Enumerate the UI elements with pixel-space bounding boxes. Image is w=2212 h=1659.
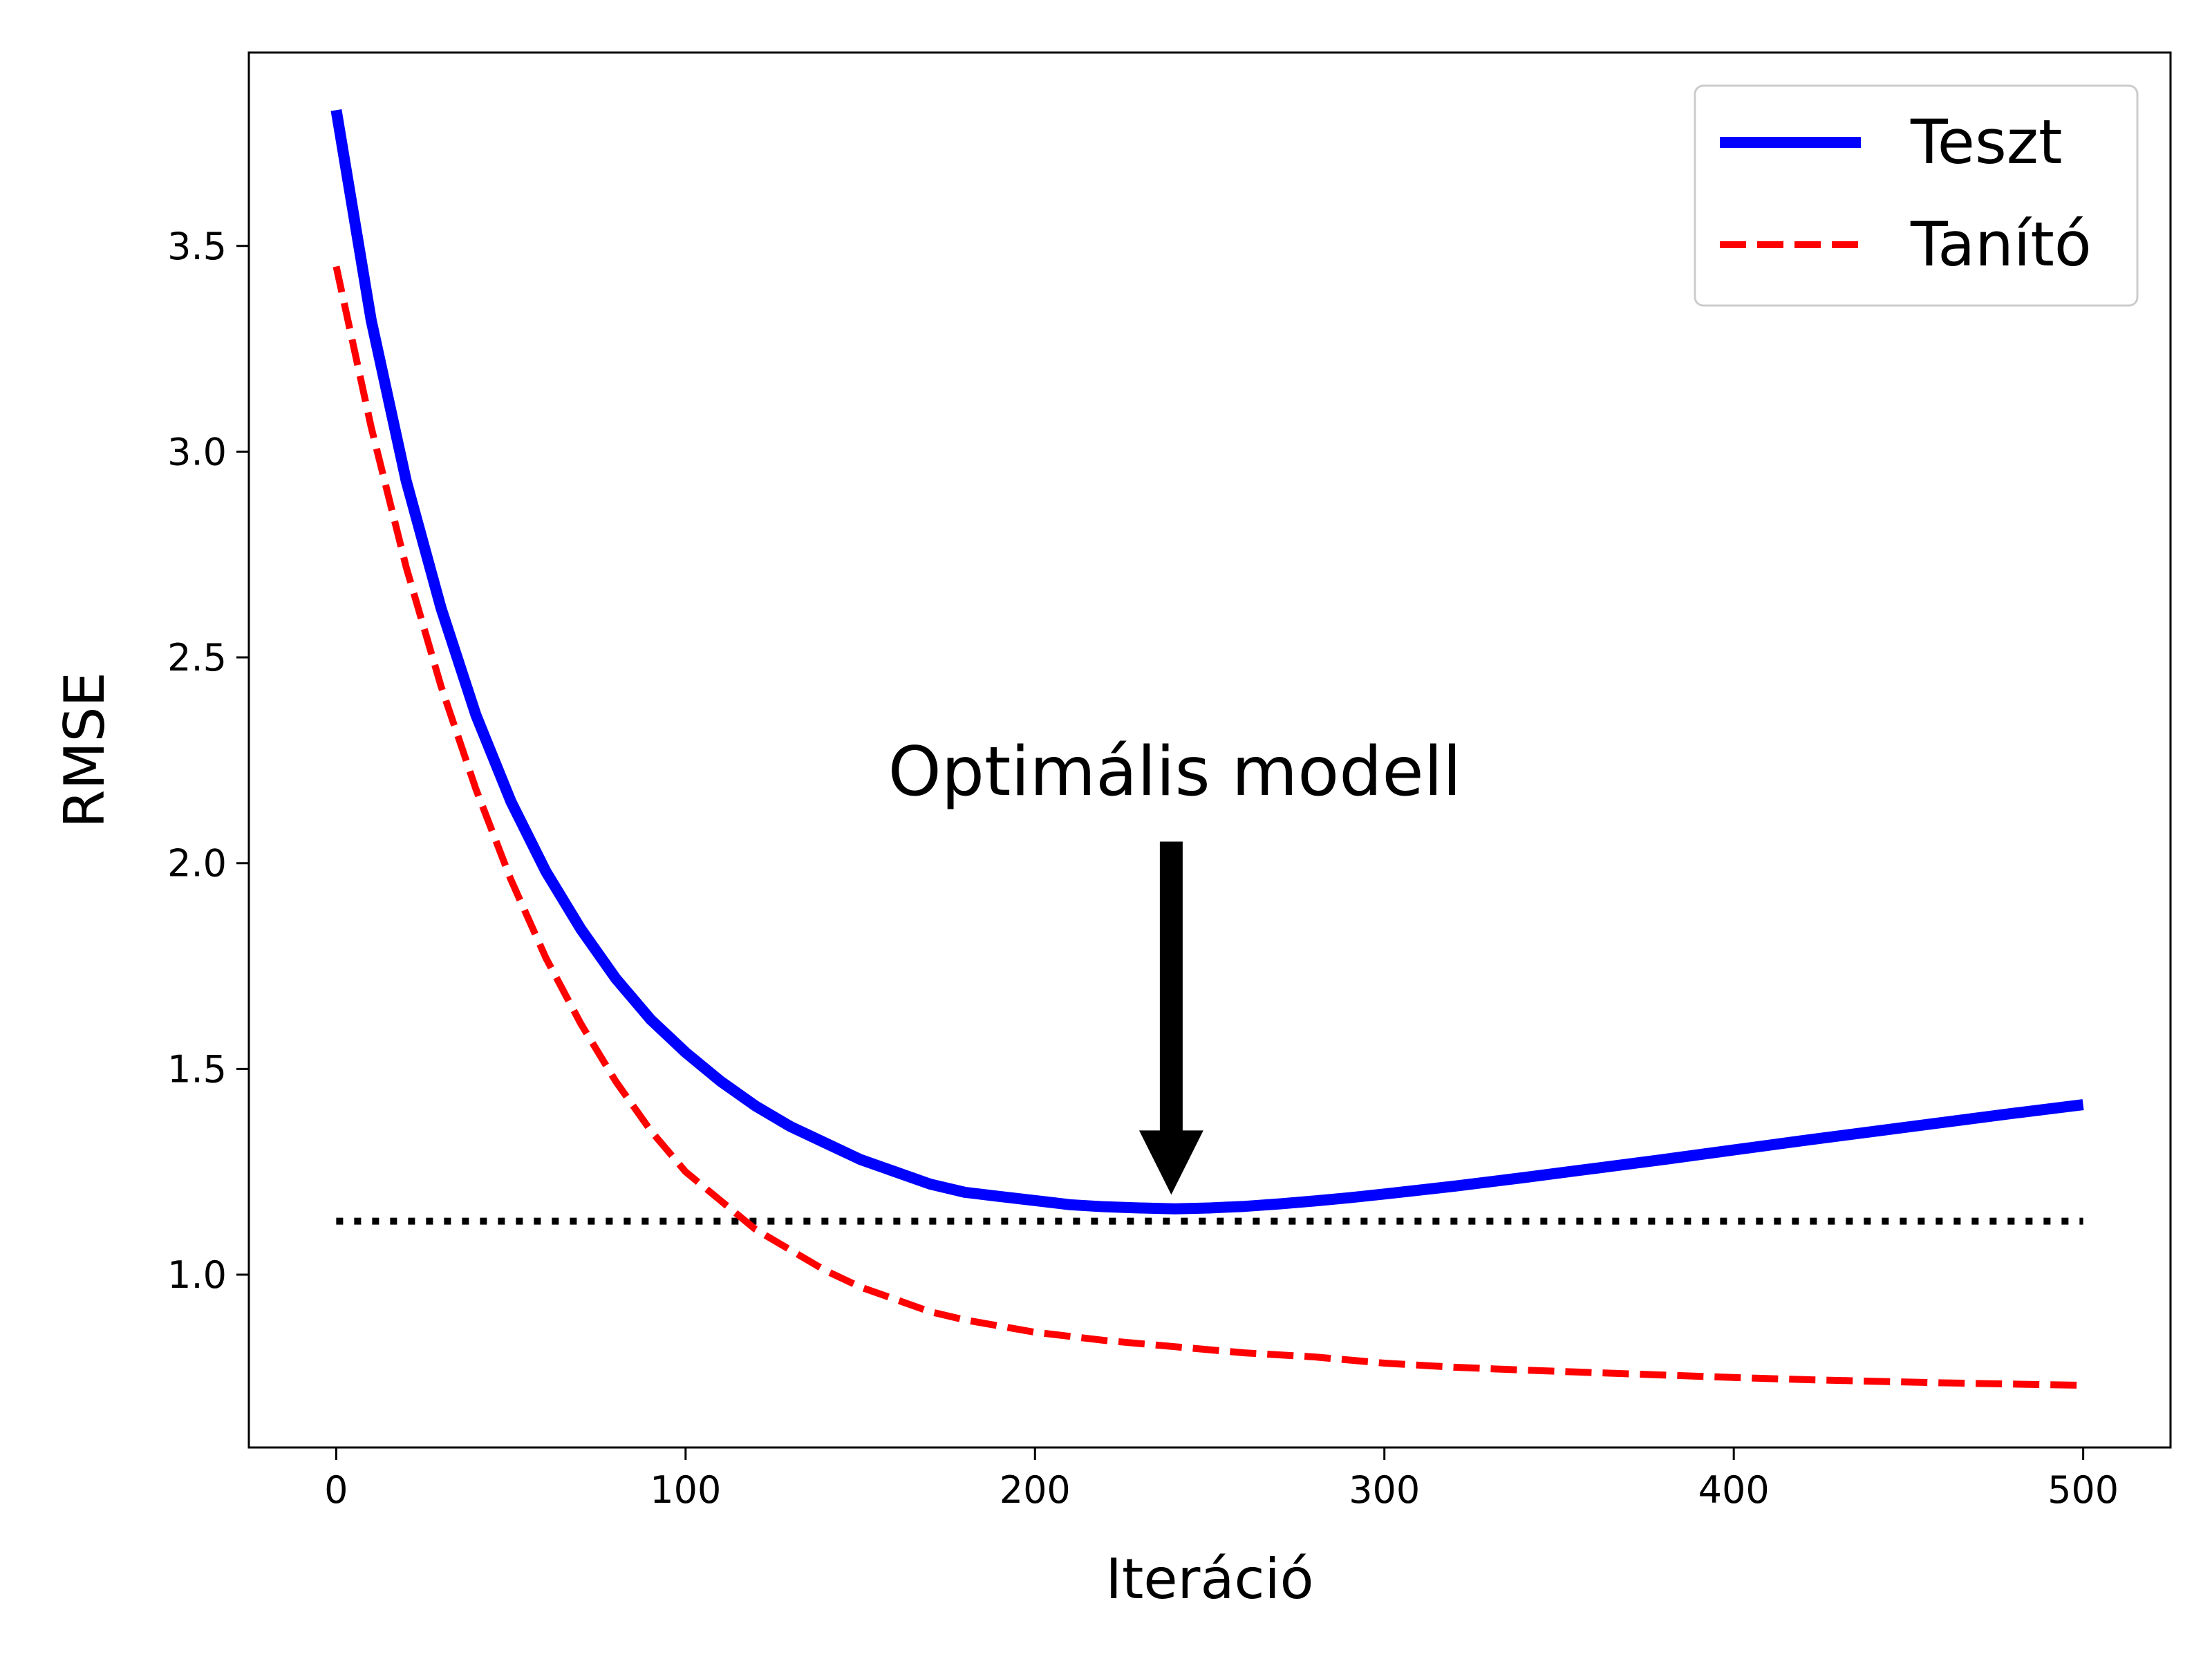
y-tick-label: 3.5 [167, 225, 227, 268]
y-tick-label: 1.0 [167, 1253, 227, 1297]
y-axis: 1.0 1.5 2.0 2.5 3.0 3.5 [167, 225, 249, 1297]
annotation-text: Optimális modell [888, 733, 1462, 812]
y-axis-title: RMSE [53, 672, 117, 828]
y-tick-label: 3.0 [167, 430, 227, 474]
series-line-teszt [330, 109, 2084, 1215]
x-axis-title: Iteráció [1105, 1547, 1313, 1611]
y-tick-label: 2.0 [167, 842, 227, 885]
y-tick-label: 1.5 [167, 1047, 227, 1091]
annotation-arrow [1138, 841, 1203, 1195]
series-line-tanito [332, 265, 2083, 1389]
x-axis: 0 100 200 300 400 500 [324, 1447, 2119, 1512]
y-tick-label: 2.5 [167, 636, 227, 679]
legend-label-tanito: Tanító [1910, 209, 2092, 280]
x-tick-label: 200 [1000, 1468, 1071, 1512]
x-tick-label: 400 [1698, 1468, 1770, 1512]
axes-frame [247, 51, 2172, 1449]
plot-area [330, 109, 2084, 1389]
x-tick-label: 300 [1349, 1468, 1420, 1512]
legend-label-teszt: Teszt [1910, 106, 2062, 178]
x-tick-label: 500 [2047, 1468, 2119, 1512]
x-tick-label: 100 [650, 1468, 721, 1512]
annotation: Optimális modell [888, 733, 1462, 1195]
x-tick-label: 0 [324, 1468, 348, 1512]
legend: Teszt Tanító [1694, 84, 2139, 307]
